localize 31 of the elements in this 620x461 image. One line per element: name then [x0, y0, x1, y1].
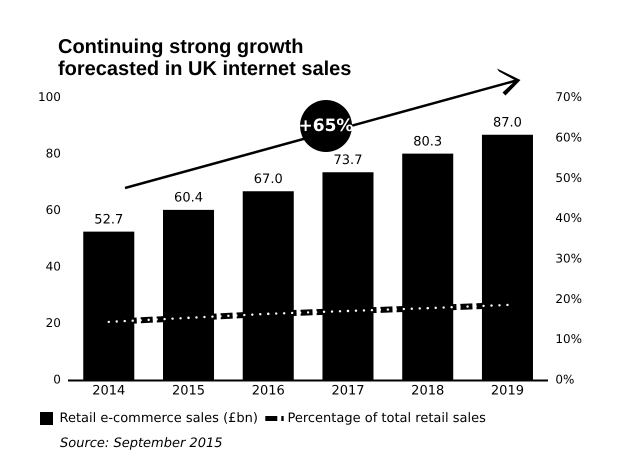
- y-tick-label: 40: [46, 260, 61, 274]
- y2-tick-label: 40%: [555, 211, 582, 226]
- y2-tick-label: 50%: [555, 170, 582, 185]
- x-tick-label: 2019: [490, 384, 524, 399]
- data-label: 67.0: [254, 172, 283, 188]
- y-tick-label: 80: [46, 146, 61, 161]
- chart-title: Continuing strong growth forecasted in UK internet sales: [58, 36, 352, 80]
- y-tick-label: 60: [46, 203, 61, 218]
- y2-tick-label: 20%: [555, 292, 582, 306]
- y-tick-label: 0: [53, 372, 61, 387]
- x-tick-label: 2015: [172, 384, 206, 399]
- x-tick-label: 2017: [331, 384, 365, 399]
- y2-tick-label: 10%: [555, 332, 582, 346]
- source-note: Source: September 2015: [60, 436, 223, 451]
- data-label: 73.7: [334, 153, 362, 168]
- data-label: 52.7: [94, 212, 124, 228]
- legend-label: Percentage of total retail sales: [287, 410, 486, 426]
- data-label: 87.0: [492, 116, 522, 131]
- y2-tick-label: 30%: [555, 251, 582, 266]
- legend-label: Retail e-commerce sales (£bn): [60, 410, 258, 426]
- annotation: +65%: [298, 100, 354, 152]
- y-tick-label: 20: [46, 316, 61, 330]
- y2-tick-label: 70%: [555, 90, 582, 104]
- x-tick-label: 2018: [411, 384, 444, 399]
- x-tick-label: 2016: [252, 384, 285, 399]
- x-tick-label: 2014: [92, 384, 126, 399]
- data-label: 60.4: [174, 190, 203, 206]
- y2-tick-label: 0%: [555, 372, 574, 387]
- data-label: 80.3: [413, 134, 442, 150]
- y2-tick-label: 60%: [555, 130, 582, 144]
- y-tick-label: 100: [38, 90, 61, 104]
